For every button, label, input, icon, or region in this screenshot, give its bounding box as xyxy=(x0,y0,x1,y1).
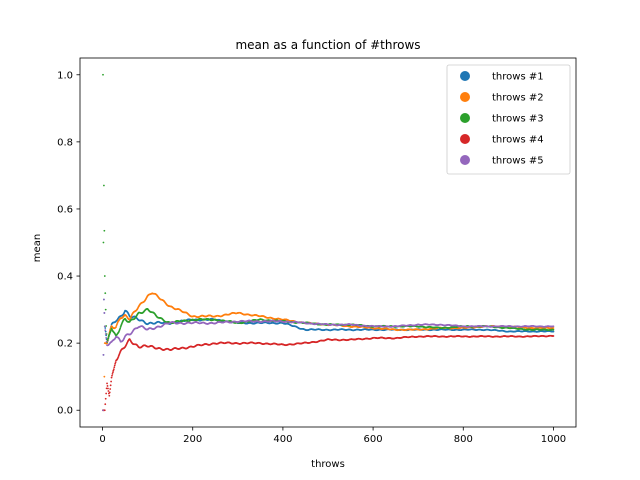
point xyxy=(104,327,107,329)
series-4 xyxy=(102,334,555,412)
point xyxy=(105,340,108,343)
point xyxy=(108,394,111,397)
point xyxy=(104,329,107,332)
point xyxy=(110,380,113,383)
point xyxy=(110,376,113,379)
point xyxy=(105,392,108,395)
point xyxy=(102,409,104,412)
point xyxy=(109,388,112,390)
point xyxy=(106,339,109,342)
point xyxy=(102,353,105,356)
chart-title: mean as a function of #throws xyxy=(235,38,420,52)
point xyxy=(107,387,109,390)
point xyxy=(103,409,106,412)
point xyxy=(102,73,104,76)
point xyxy=(102,241,105,244)
point xyxy=(105,325,108,327)
point xyxy=(103,325,106,328)
point xyxy=(108,391,111,394)
point xyxy=(104,333,107,335)
point xyxy=(109,384,112,387)
point xyxy=(111,374,113,377)
point xyxy=(104,308,107,311)
plot-area xyxy=(102,73,555,412)
point xyxy=(103,275,106,277)
point xyxy=(103,229,106,232)
point xyxy=(111,373,114,375)
point xyxy=(107,337,109,340)
point xyxy=(105,334,108,337)
point xyxy=(552,330,555,333)
point xyxy=(112,371,114,374)
point xyxy=(114,361,117,364)
point xyxy=(552,335,555,337)
point xyxy=(104,397,107,400)
point xyxy=(105,387,108,390)
series-5 xyxy=(102,298,555,412)
point xyxy=(104,403,107,406)
point xyxy=(112,369,115,372)
point xyxy=(112,368,115,371)
point xyxy=(107,390,110,392)
point xyxy=(115,326,117,328)
point xyxy=(106,385,109,387)
point xyxy=(114,362,117,365)
point xyxy=(103,298,105,301)
point xyxy=(113,366,116,369)
point xyxy=(113,364,116,367)
point xyxy=(103,375,106,378)
point xyxy=(106,382,108,385)
point xyxy=(119,327,122,330)
point xyxy=(552,328,555,331)
point xyxy=(552,327,555,329)
point xyxy=(104,330,107,333)
point xyxy=(104,292,107,295)
point xyxy=(105,336,108,339)
point xyxy=(103,184,105,187)
point xyxy=(103,312,106,314)
